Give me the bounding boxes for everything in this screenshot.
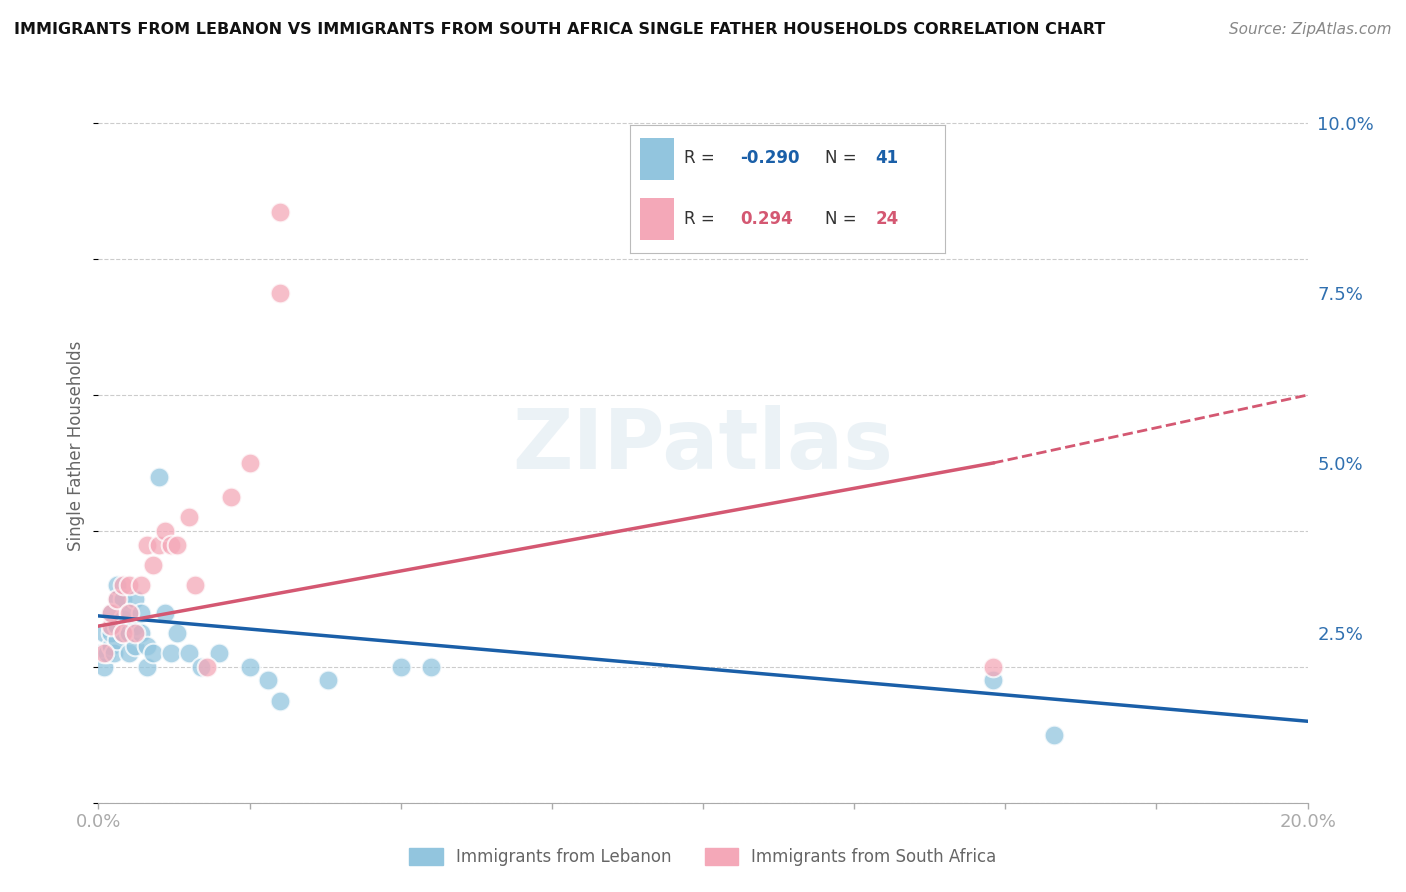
Point <box>153 524 176 538</box>
Point <box>105 619 128 633</box>
Point <box>100 626 122 640</box>
Point <box>93 626 115 640</box>
Point <box>118 606 141 620</box>
Point <box>269 204 291 219</box>
Point <box>269 694 291 708</box>
Point <box>111 591 134 606</box>
Point <box>129 606 152 620</box>
Point <box>93 660 115 674</box>
Point <box>142 558 165 572</box>
Point <box>100 640 122 654</box>
Point <box>160 537 183 551</box>
Point <box>118 606 141 620</box>
Point <box>256 673 278 688</box>
Point <box>135 640 157 654</box>
Point <box>195 660 218 674</box>
Point <box>105 591 128 606</box>
Point <box>111 612 134 626</box>
Point <box>100 606 122 620</box>
Point <box>148 537 170 551</box>
Point <box>96 646 118 660</box>
Point <box>118 626 141 640</box>
Point <box>153 606 176 620</box>
Point <box>208 646 231 660</box>
Point <box>142 646 165 660</box>
Point <box>420 660 443 674</box>
Text: ZIPatlas: ZIPatlas <box>513 406 893 486</box>
Text: Source: ZipAtlas.com: Source: ZipAtlas.com <box>1229 22 1392 37</box>
Point <box>105 632 128 647</box>
Point <box>129 578 152 592</box>
Point <box>124 626 146 640</box>
Point <box>160 646 183 660</box>
Point <box>111 626 134 640</box>
Point <box>118 646 141 660</box>
Point <box>118 578 141 592</box>
Point <box>316 673 339 688</box>
Point <box>100 606 122 620</box>
Point <box>981 673 1004 688</box>
Point <box>184 578 207 592</box>
Point <box>981 660 1004 674</box>
Point <box>179 646 201 660</box>
Point <box>124 619 146 633</box>
Point <box>93 646 115 660</box>
Point <box>221 490 243 504</box>
Legend: Immigrants from Lebanon, Immigrants from South Africa: Immigrants from Lebanon, Immigrants from… <box>402 841 1004 873</box>
Point <box>90 646 112 660</box>
Point <box>389 660 412 674</box>
Point <box>190 660 212 674</box>
Point <box>129 626 152 640</box>
Point <box>100 619 122 633</box>
Point <box>105 591 128 606</box>
Point <box>124 640 146 654</box>
Point <box>111 578 134 592</box>
Point <box>166 626 188 640</box>
Point <box>166 537 188 551</box>
Point <box>124 591 146 606</box>
Text: IMMIGRANTS FROM LEBANON VS IMMIGRANTS FROM SOUTH AFRICA SINGLE FATHER HOUSEHOLDS: IMMIGRANTS FROM LEBANON VS IMMIGRANTS FR… <box>14 22 1105 37</box>
Point <box>105 578 128 592</box>
Point <box>179 510 201 524</box>
Point <box>239 456 262 470</box>
Point <box>135 660 157 674</box>
Point <box>148 469 170 483</box>
Point <box>239 660 262 674</box>
Y-axis label: Single Father Households: Single Father Households <box>67 341 86 551</box>
Point <box>1042 728 1064 742</box>
Point <box>135 537 157 551</box>
Point <box>111 626 134 640</box>
Point <box>103 646 125 660</box>
Point <box>269 286 291 301</box>
